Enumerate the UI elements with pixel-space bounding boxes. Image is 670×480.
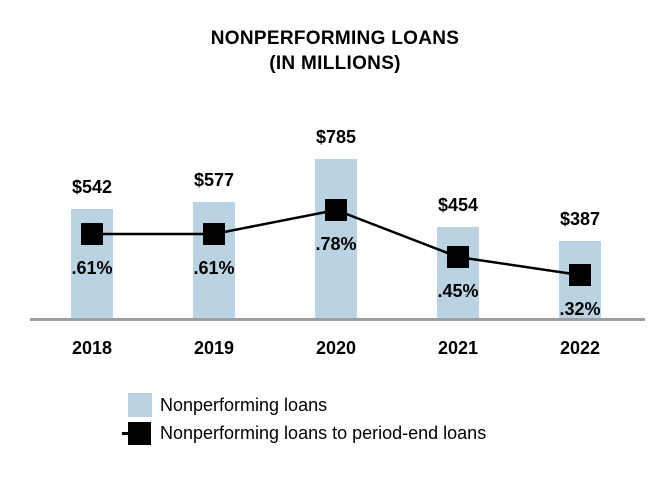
line-swatch-square xyxy=(128,421,151,445)
bar-swatch xyxy=(128,393,152,417)
line-pct-label: .61% xyxy=(193,258,235,278)
line-pct-label: .45% xyxy=(437,281,479,301)
line-marker-2020 xyxy=(325,199,347,221)
x-axis-label: 2020 xyxy=(315,338,357,358)
legend-label-line: Nonperforming loans to period-end loans xyxy=(160,423,487,443)
bar-value-label: $387 xyxy=(559,209,601,229)
x-axis-label: 2021 xyxy=(437,338,479,358)
line-marker-2018 xyxy=(81,223,103,245)
bar-value-label: $454 xyxy=(437,195,479,215)
chart-title-line2: (IN MILLIONS) xyxy=(269,53,401,74)
x-axis-label: 2018 xyxy=(71,338,113,358)
line-pct-label: .61% xyxy=(71,258,113,278)
line-pct-label: .78% xyxy=(315,234,357,254)
line-pct-label: .32% xyxy=(559,299,601,319)
line-marker-2021 xyxy=(447,246,469,268)
bar-2021 xyxy=(437,227,479,320)
bar-value-label: $785 xyxy=(315,127,357,147)
x-axis-label: 2022 xyxy=(559,338,601,358)
legend-item-bars: Nonperforming loans xyxy=(122,392,486,418)
legend-label-bars: Nonperforming loans xyxy=(160,395,328,415)
bar-value-label: $542 xyxy=(71,177,113,197)
chart-title-line1: NONPERFORMING LOANS xyxy=(210,28,460,49)
bar-value-label: $577 xyxy=(193,170,235,190)
line-marker-2019 xyxy=(203,223,225,245)
x-axis-line xyxy=(30,318,645,321)
legend-item-line: Nonperforming loans to period-end loans xyxy=(122,420,486,446)
legend: Nonperforming loans Nonperforming loans … xyxy=(122,392,486,446)
x-axis-label: 2019 xyxy=(193,338,235,358)
line-marker-swatch xyxy=(122,421,152,446)
line-marker-2022 xyxy=(569,264,591,286)
chart-title: NONPERFORMING LOANS (IN MILLIONS) xyxy=(0,26,670,76)
